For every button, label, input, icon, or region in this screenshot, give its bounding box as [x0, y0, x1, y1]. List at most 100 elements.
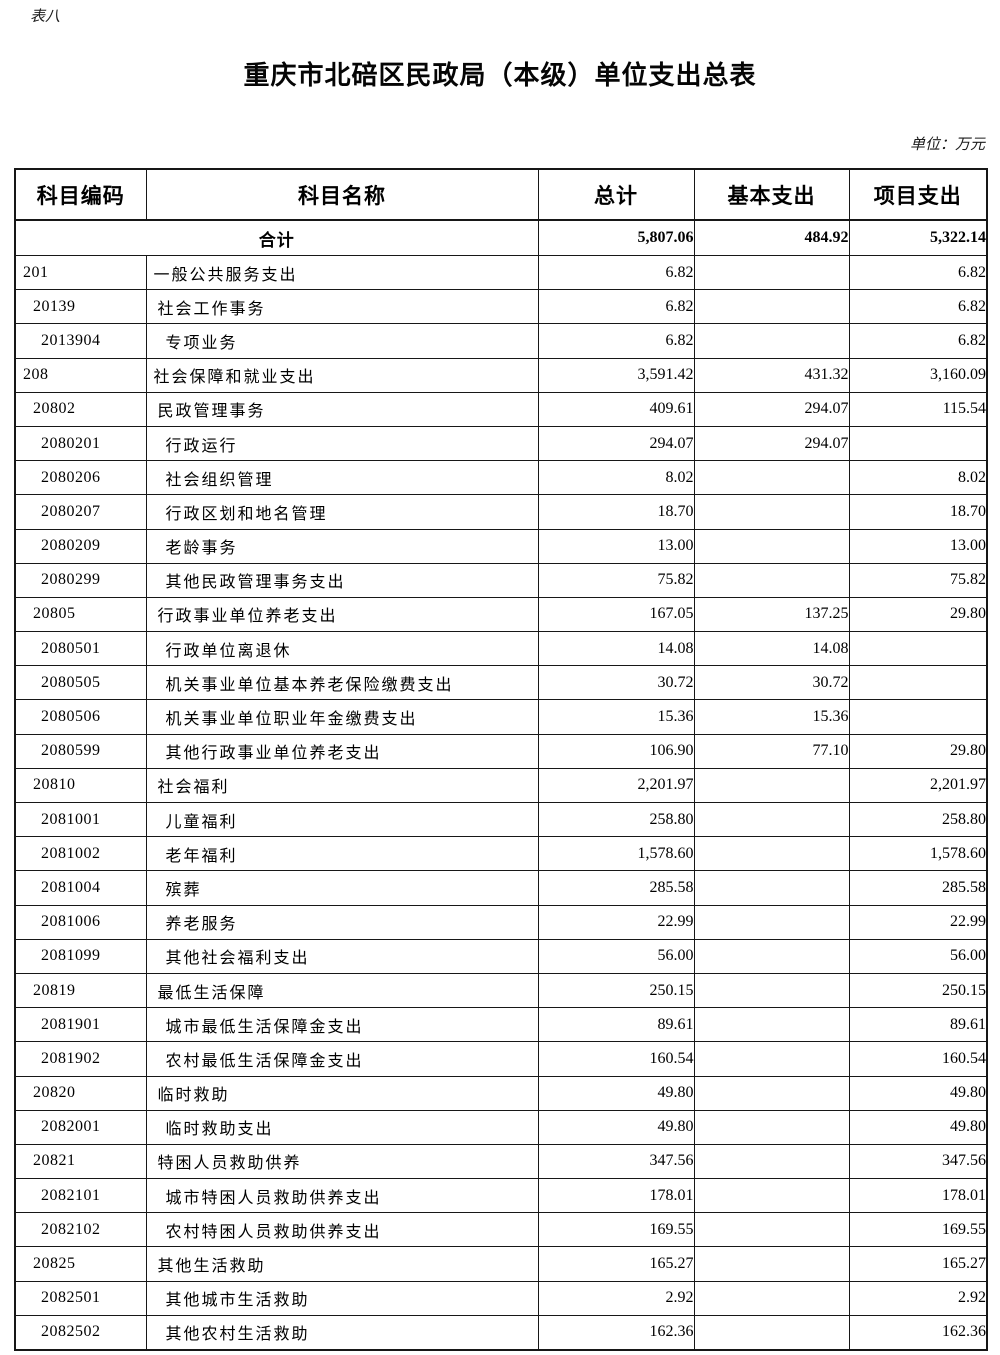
- basic-cell: [693, 494, 850, 530]
- table-row: 2082001 临时救助支出 49.80 49.80: [14, 1109, 988, 1145]
- basic-cell: 294.07: [693, 391, 850, 427]
- name-cell: 其他城市生活救助: [145, 1280, 539, 1316]
- basic-cell: [693, 801, 850, 838]
- name-cell: 社会工作事务: [145, 289, 539, 325]
- total-cell: 250.15: [537, 972, 695, 1009]
- grand-total-label: 合计: [14, 219, 539, 256]
- name-cell: 其他生活救助: [145, 1246, 539, 1282]
- total-cell: 22.99: [537, 904, 695, 940]
- project-cell: 6.82: [848, 289, 988, 325]
- total-cell: 8.02: [537, 460, 695, 496]
- code-cell: 20810: [14, 767, 147, 804]
- name-cell: 其他行政事业单位养老支出: [145, 733, 539, 769]
- header-row: 科目编码 科目名称 总计 基本支出 项目支出: [14, 168, 988, 221]
- name-cell: 其他社会福利支出: [145, 938, 539, 974]
- basic-cell: [693, 1280, 850, 1316]
- code-cell: 20825: [14, 1246, 147, 1282]
- project-cell: 49.80: [848, 1109, 988, 1145]
- total-cell: 409.61: [537, 391, 695, 427]
- name-cell: 临时救助: [145, 1075, 539, 1111]
- total-cell: 2.92: [537, 1280, 695, 1316]
- project-cell: 8.02: [848, 460, 988, 496]
- table-row: 20805 行政事业单位养老支出 167.05 137.25 29.80: [14, 596, 988, 633]
- table-row: 2081099 其他社会福利支出 56.00 56.00: [14, 938, 988, 974]
- basic-cell: [693, 528, 850, 564]
- project-cell: 18.70: [848, 494, 988, 530]
- table-row: 2080206 社会组织管理 8.02 8.02: [14, 460, 988, 496]
- project-cell: 56.00: [848, 938, 988, 974]
- table-row: 20139 社会工作事务 6.82 6.82: [14, 289, 988, 325]
- unit-note: 单位：万元: [909, 137, 985, 153]
- table-row: 20819 最低生活保障 250.15 250.15: [14, 972, 988, 1009]
- table-row: 208 社会保障和就业支出 3,591.42 431.32 3,160.09: [14, 357, 988, 393]
- table-row: 2080501 行政单位离退休 14.08 14.08: [14, 631, 988, 667]
- total-cell: 6.82: [537, 323, 695, 359]
- name-cell: 老年福利: [145, 836, 539, 872]
- column-header-basic: 基本支出: [693, 168, 850, 221]
- project-cell: [848, 425, 988, 462]
- grand-total-total-cell: 5,807.06: [537, 219, 695, 256]
- project-cell: 29.80: [848, 733, 988, 769]
- project-cell: 6.82: [848, 254, 988, 291]
- total-cell: 2,201.97: [537, 767, 695, 804]
- project-cell: 2,201.97: [848, 767, 988, 804]
- code-cell: 2080209: [14, 528, 147, 564]
- name-cell: 儿童福利: [145, 801, 539, 838]
- project-cell: 22.99: [848, 904, 988, 940]
- table-total-section: 合计 5,807.06 484.92 5,322.14: [14, 219, 988, 256]
- basic-cell: 30.72: [693, 665, 850, 701]
- code-cell: 2081006: [14, 904, 147, 940]
- basic-cell: [693, 870, 850, 906]
- total-cell: 1,578.60: [537, 836, 695, 872]
- table-row: 2082501 其他城市生活救助 2.92 2.92: [14, 1280, 988, 1316]
- total-cell: 347.56: [537, 1143, 695, 1180]
- column-header-project: 项目支出: [848, 168, 988, 221]
- total-cell: 49.80: [537, 1109, 695, 1145]
- code-cell: 2081002: [14, 836, 147, 872]
- name-cell: 社会保障和就业支出: [145, 357, 539, 393]
- table-row: 20820 临时救助 49.80 49.80: [14, 1075, 988, 1111]
- basic-cell: 14.08: [693, 631, 850, 667]
- project-cell: 6.82: [848, 323, 988, 359]
- code-cell: 2080506: [14, 699, 147, 735]
- project-cell: 89.61: [848, 1007, 988, 1043]
- table-row: 2081006 养老服务 22.99 22.99: [14, 904, 988, 940]
- table-row: 2080299 其他民政管理事务支出 75.82 75.82: [14, 562, 988, 598]
- total-cell: 162.36: [537, 1314, 695, 1351]
- project-cell: [848, 665, 988, 701]
- total-cell: 30.72: [537, 665, 695, 701]
- table-row: 2082102 农村特困人员救助供养支出 169.55 169.55: [14, 1212, 988, 1248]
- project-cell: [848, 631, 988, 667]
- table-row: 201 一般公共服务支出 6.82 6.82: [14, 254, 988, 291]
- total-cell: 294.07: [537, 425, 695, 462]
- basic-cell: [693, 562, 850, 598]
- total-cell: 18.70: [537, 494, 695, 530]
- table-header: 科目编码 科目名称 总计 基本支出 项目支出: [14, 168, 988, 221]
- basic-cell: 77.10: [693, 733, 850, 769]
- name-cell: 老龄事务: [145, 528, 539, 564]
- code-cell: 2081901: [14, 1007, 147, 1043]
- code-cell: 20802: [14, 391, 147, 427]
- project-cell: 115.54: [848, 391, 988, 427]
- total-cell: 14.08: [537, 631, 695, 667]
- code-cell: 2081099: [14, 938, 147, 974]
- project-cell: 285.58: [848, 870, 988, 906]
- project-cell: 258.80: [848, 801, 988, 838]
- basic-cell: [693, 323, 850, 359]
- code-cell: 20819: [14, 972, 147, 1009]
- basic-cell: [693, 1212, 850, 1248]
- project-cell: 250.15: [848, 972, 988, 1009]
- total-cell: 6.82: [537, 289, 695, 325]
- name-cell: 其他农村生活救助: [145, 1314, 539, 1351]
- name-cell: 行政区划和地名管理: [145, 494, 539, 530]
- basic-cell: [693, 836, 850, 872]
- name-cell: 最低生活保障: [145, 972, 539, 1009]
- table-row: 2081002 老年福利 1,578.60 1,578.60: [14, 836, 988, 872]
- total-cell: 258.80: [537, 801, 695, 838]
- table-body: 201 一般公共服务支出 6.82 6.82 20139 社会工作事务 6.82 6.82 20…: [14, 254, 988, 1351]
- name-cell: 一般公共服务支出: [145, 254, 539, 291]
- expenditure-table: 科目编码 科目名称 总计 基本支出 项目支出 合计 5,807.06 484.9…: [14, 168, 988, 1351]
- total-cell: 167.05: [537, 596, 695, 633]
- total-cell: 169.55: [537, 1212, 695, 1248]
- code-cell: 201: [14, 254, 147, 291]
